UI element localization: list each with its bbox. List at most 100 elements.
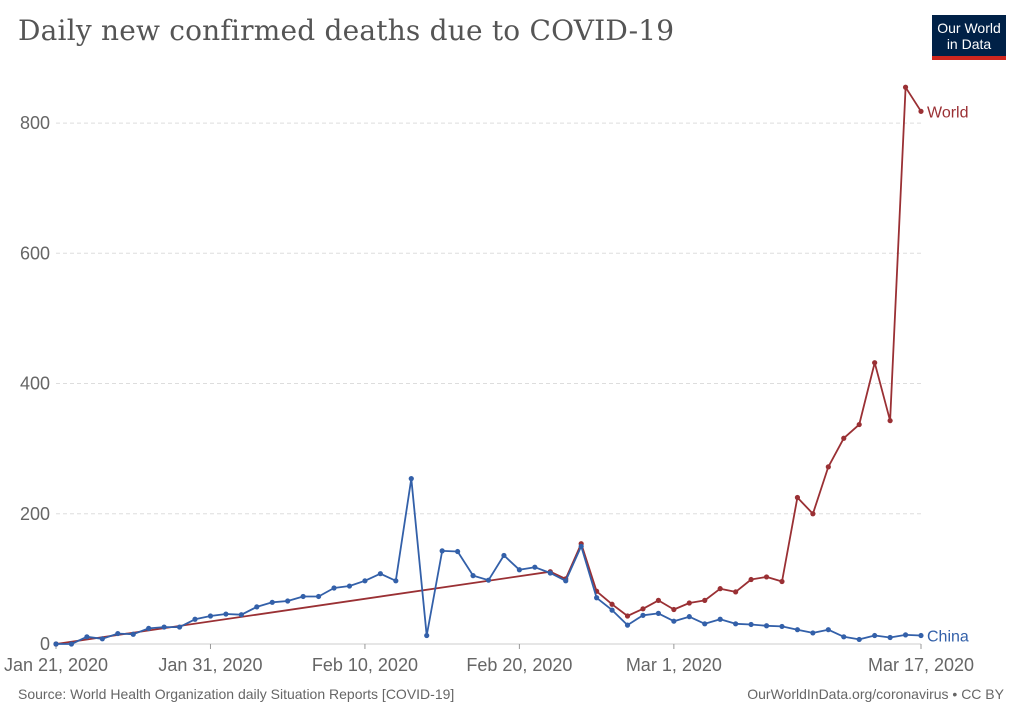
data-point-china[interactable]	[130, 631, 136, 637]
data-point-world[interactable]	[887, 418, 893, 424]
data-point-world[interactable]	[763, 574, 770, 580]
data-point-world[interactable]	[918, 108, 924, 114]
data-point-china[interactable]	[624, 622, 631, 628]
y-tick-label: 200	[20, 504, 50, 524]
data-point-china[interactable]	[223, 611, 229, 617]
data-point-world[interactable]	[609, 601, 615, 607]
data-point-world[interactable]	[902, 84, 909, 90]
data-point-china[interactable]	[918, 632, 924, 639]
x-tick-label: Mar 17, 2020	[868, 655, 974, 675]
data-point-china[interactable]	[547, 570, 553, 576]
data-point-world[interactable]	[640, 606, 646, 612]
data-point-china[interactable]	[717, 616, 723, 622]
source-note: Source: World Health Organization daily …	[18, 686, 455, 702]
data-point-world[interactable]	[872, 360, 878, 366]
data-point-china[interactable]	[377, 571, 383, 577]
data-point-china[interactable]	[192, 616, 198, 622]
x-axis-ticks: Jan 21, 2020 Jan 31, 2020 Feb 10, 2020 Feb …	[4, 644, 974, 675]
data-point-china[interactable]	[393, 578, 399, 584]
data-point-world[interactable]	[825, 464, 831, 470]
data-point-world[interactable]	[655, 597, 662, 603]
data-point-china[interactable]	[702, 621, 708, 627]
data-point-world[interactable]	[748, 576, 754, 583]
data-point-china[interactable]	[362, 578, 368, 584]
data-point-world[interactable]	[717, 586, 723, 592]
x-tick-label: Feb 10, 2020	[312, 655, 418, 675]
owid-logo[interactable]: Our World in Data	[932, 15, 1006, 60]
series-labels: World China	[927, 104, 969, 645]
data-point-china[interactable]	[748, 621, 754, 628]
data-point-china[interactable]	[794, 627, 801, 633]
data-point-china[interactable]	[408, 476, 414, 482]
data-point-world[interactable]	[779, 578, 785, 585]
data-point-china[interactable]	[810, 630, 816, 636]
data-point-china[interactable]	[825, 627, 831, 633]
data-point-world[interactable]	[686, 600, 692, 606]
data-point-world[interactable]	[702, 597, 708, 603]
data-point-world[interactable]	[733, 589, 739, 595]
data-point-china[interactable]	[872, 632, 878, 639]
data-point-china[interactable]	[594, 595, 600, 601]
data-point-china[interactable]	[655, 610, 662, 616]
data-point-china[interactable]	[686, 614, 692, 620]
data-point-china[interactable]	[146, 625, 152, 631]
data-point-china[interactable]	[563, 578, 569, 584]
data-point-china[interactable]	[887, 634, 893, 641]
x-tick-label: Feb 20, 2020	[466, 655, 572, 675]
data-point-china[interactable]	[424, 632, 430, 639]
data-point-china[interactable]	[161, 624, 167, 630]
data-point-world[interactable]	[794, 494, 801, 501]
data-point-china[interactable]	[115, 630, 121, 637]
data-point-china[interactable]	[532, 564, 538, 570]
data-point-china[interactable]	[516, 567, 522, 573]
data-point-china[interactable]	[99, 636, 105, 642]
data-point-china[interactable]	[609, 607, 615, 613]
data-point-china[interactable]	[207, 613, 214, 619]
y-tick-label: 800	[20, 113, 50, 133]
data-point-china[interactable]	[763, 623, 770, 629]
data-point-china[interactable]	[346, 583, 353, 589]
data-point-china[interactable]	[285, 598, 291, 604]
y-tick-label: 0	[40, 634, 50, 654]
series-line-china	[56, 477, 922, 645]
data-point-china[interactable]	[331, 585, 337, 591]
data-point-china[interactable]	[84, 634, 90, 640]
y-tick-label: 600	[20, 243, 50, 263]
data-point-world[interactable]	[810, 511, 816, 517]
data-point-world[interactable]	[856, 421, 862, 428]
x-tick-label: Jan 21, 2020	[4, 655, 108, 675]
credit-link[interactable]: OurWorldInData.org/coronavirus • CC BY	[747, 686, 1004, 702]
data-point-china[interactable]	[315, 593, 322, 600]
data-point-china[interactable]	[176, 624, 183, 630]
data-point-china[interactable]	[254, 604, 260, 610]
series-group	[53, 84, 924, 647]
data-point-china[interactable]	[439, 548, 445, 554]
y-tick-label: 400	[20, 374, 50, 394]
data-point-world[interactable]	[841, 435, 847, 441]
data-point-china[interactable]	[269, 599, 275, 605]
data-point-china[interactable]	[856, 636, 862, 643]
data-point-china[interactable]	[53, 641, 59, 647]
data-point-china[interactable]	[841, 634, 847, 640]
series-label-china: China	[927, 629, 969, 646]
data-point-world[interactable]	[671, 606, 677, 613]
data-point-china[interactable]	[578, 543, 584, 549]
data-point-china[interactable]	[300, 593, 306, 600]
data-point-china[interactable]	[902, 632, 909, 638]
data-point-china[interactable]	[501, 552, 507, 559]
y-axis-ticks: 0 200 400 600 800	[20, 113, 50, 654]
data-point-china[interactable]	[671, 618, 677, 624]
data-point-china[interactable]	[485, 577, 492, 583]
data-point-china[interactable]	[470, 573, 476, 579]
logo-line-2: in Data	[946, 36, 992, 52]
series-china	[53, 476, 924, 647]
data-point-china[interactable]	[68, 641, 75, 647]
chart-title: Daily new confirmed deaths due to COVID-…	[18, 14, 675, 47]
data-point-china[interactable]	[455, 548, 461, 555]
data-point-china[interactable]	[733, 621, 739, 627]
data-point-china[interactable]	[779, 623, 785, 630]
data-point-world[interactable]	[624, 613, 631, 619]
data-point-china[interactable]	[640, 612, 646, 618]
data-point-china[interactable]	[238, 612, 244, 618]
